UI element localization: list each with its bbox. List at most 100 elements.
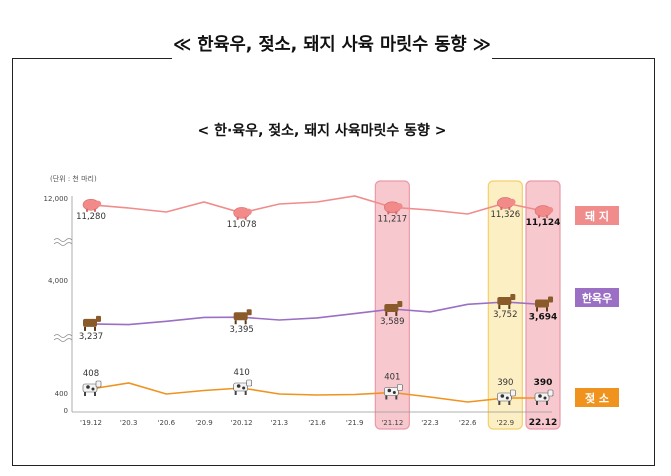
dairy-cow-leg — [94, 392, 96, 396]
cow-icon — [497, 297, 512, 306]
pig-icon-leg — [244, 216, 247, 220]
cow-icon-leg — [244, 320, 247, 325]
chart-title: < 한·육우, 젖소, 돼지 사육마릿수 동향 > — [198, 122, 447, 139]
x-tick-label: '21.12 — [381, 419, 403, 427]
x-tick-label: '20.3 — [120, 419, 138, 427]
pig-icon-head — [245, 208, 252, 216]
x-tick-label: '22.9 — [497, 419, 515, 427]
cow-icon — [535, 299, 549, 308]
cow-icon-head — [548, 296, 553, 303]
y-tick-label: 400 — [55, 390, 68, 398]
dairy-cow-spot — [543, 396, 547, 400]
cow-icon-head — [397, 300, 403, 307]
cow-icon-leg — [84, 326, 86, 331]
cow-icon-leg — [395, 311, 398, 316]
pig-icon-head — [546, 206, 554, 214]
y-tick-label: 0 — [64, 407, 68, 415]
dairy-cow-spot — [91, 387, 95, 391]
axis-break-mark — [53, 242, 73, 246]
cow-icon-leg — [498, 305, 501, 310]
dairy-cow-leg — [498, 401, 501, 405]
dairy-cow-head — [510, 389, 516, 397]
x-tick-label: '20.6 — [158, 419, 176, 427]
data-label: 11,326 — [490, 210, 520, 220]
series-line — [90, 382, 543, 403]
dairy-cow-spot — [538, 394, 542, 398]
x-tick-label: '21.9 — [346, 419, 364, 427]
dairy-cow-spot — [505, 396, 509, 400]
data-label: 3,589 — [380, 317, 404, 327]
data-label: 408 — [83, 369, 99, 379]
x-tick-label: '21.3 — [271, 419, 289, 427]
x-tick-label: 22.12 — [529, 418, 557, 428]
legend-swatch — [575, 206, 619, 225]
x-tick-label: '21.6 — [308, 419, 326, 427]
cow-icon-leg — [546, 307, 548, 312]
pig-icon-leg — [387, 211, 390, 215]
cow-icon-leg — [536, 307, 538, 312]
dairy-cow-leg — [536, 401, 538, 405]
legend-swatch — [575, 388, 619, 407]
axis-break-mark — [53, 334, 73, 338]
dairy-cow-spot — [500, 394, 505, 398]
pig-icon-head — [396, 203, 403, 210]
dairy-cow-spot — [242, 386, 246, 390]
data-label: 390 — [534, 378, 553, 388]
cow-icon-head — [510, 294, 516, 301]
dairy-cow-head — [547, 389, 554, 397]
dairy-cow-icon — [534, 392, 550, 402]
dairy-cow-spot — [392, 391, 396, 394]
dairy-cow-spot — [86, 385, 90, 389]
y-tick-label: 4,000 — [48, 277, 68, 285]
cow-icon-leg — [94, 326, 96, 331]
series-line — [90, 301, 544, 326]
cow-icon-leg — [385, 311, 388, 316]
pig-icon-head — [509, 198, 516, 206]
data-label: 390 — [497, 378, 513, 388]
data-label: 3,752 — [493, 310, 517, 320]
cow-icon-leg — [508, 305, 511, 310]
data-label: 3,395 — [229, 325, 253, 335]
dairy-cow-head — [95, 380, 102, 388]
data-label: 11,124 — [526, 218, 561, 228]
dairy-cow-icon — [233, 382, 248, 392]
pig-icon-leg — [500, 206, 503, 210]
data-label: 410 — [234, 368, 250, 378]
dairy-cow-leg — [234, 391, 237, 395]
data-label: 3,694 — [529, 313, 557, 323]
dairy-cow-icon — [82, 383, 98, 393]
dairy-cow-head — [246, 379, 252, 387]
cow-icon-head — [96, 315, 101, 322]
dairy-cow-leg — [546, 401, 548, 405]
dairy-cow-icon — [384, 387, 399, 396]
axis-break-mark — [53, 338, 73, 342]
legend-label: 한육우 — [582, 291, 612, 305]
dairy-cow-leg — [395, 395, 398, 400]
pig-icon-leg — [86, 208, 88, 212]
pig-icon-leg — [236, 216, 239, 220]
y-tick-label: 12,000 — [44, 195, 69, 203]
legend-label: 돼 지 — [585, 209, 609, 223]
dairy-cow-leg — [508, 401, 511, 405]
cow-icon-leg — [234, 320, 237, 325]
dairy-cow-spot — [387, 388, 392, 393]
data-label: 11,078 — [227, 220, 257, 230]
pig-icon-leg — [538, 215, 540, 219]
legend-swatch — [575, 288, 619, 307]
x-tick-label: '20.12 — [231, 419, 253, 427]
pig-icon-leg — [546, 215, 548, 219]
x-tick-label: '22.3 — [421, 419, 439, 427]
series-line — [90, 195, 544, 215]
data-label: 11,217 — [377, 214, 407, 224]
x-tick-label: '20.9 — [195, 419, 213, 427]
x-tick-label: '22.6 — [459, 419, 477, 427]
legend-label: 젖 소 — [585, 391, 609, 405]
pig-icon-leg — [395, 211, 398, 215]
dairy-cow-icon — [497, 392, 512, 402]
cow-icon-head — [246, 309, 252, 316]
pig-icon-leg — [94, 208, 96, 212]
pig-icon-head — [94, 200, 102, 207]
data-label: 11,280 — [76, 212, 106, 222]
dairy-cow-spot — [236, 384, 241, 388]
